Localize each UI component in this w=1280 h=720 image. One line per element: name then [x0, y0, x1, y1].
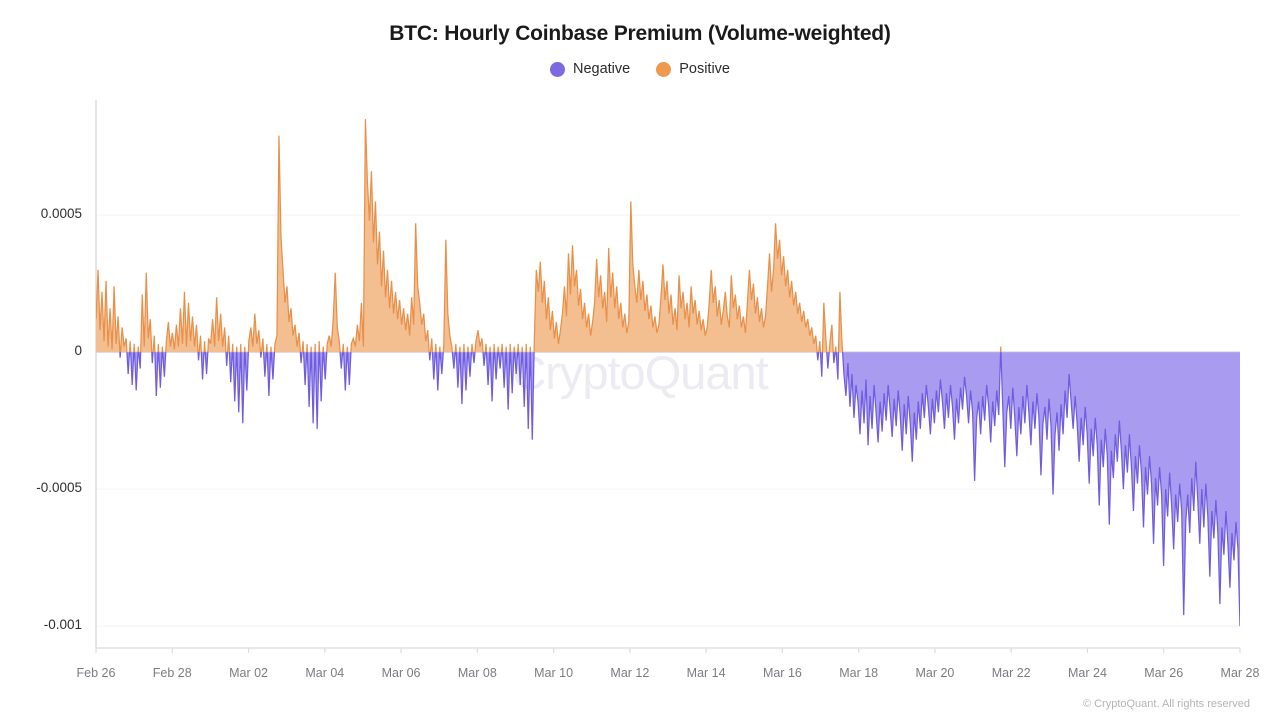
chart-title: BTC: Hourly Coinbase Premium (Volume-wei… — [389, 22, 891, 45]
x-axis-tick-label: Mar 12 — [610, 666, 650, 680]
legend-swatch-positive — [656, 61, 672, 77]
x-axis-tick-label: Mar 24 — [1068, 666, 1107, 680]
watermark: CryptoQuant — [512, 346, 768, 399]
y-axis-tick-label: 0.0005 — [40, 206, 82, 222]
x-axis-tick-label: Mar 26 — [1144, 666, 1184, 680]
legend-swatch-negative — [549, 61, 565, 77]
x-axis-tick-label: Mar 08 — [457, 666, 497, 680]
y-axis-tick-label: -0.001 — [43, 617, 82, 633]
x-axis-tick-label: Mar 16 — [762, 666, 802, 680]
x-axis-tick-label: Mar 04 — [305, 666, 345, 680]
x-axis-tick-label: Mar 18 — [839, 666, 879, 680]
x-axis-tick-label: Mar 22 — [991, 666, 1031, 680]
legend-label-negative: Negative — [572, 61, 631, 77]
x-axis-tick-label: Feb 26 — [76, 666, 116, 680]
legend-label-positive: Positive — [679, 61, 730, 77]
x-axis-tick-label: Mar 02 — [229, 666, 268, 680]
y-axis-tick-label: -0.0005 — [36, 480, 82, 496]
x-axis-tick-label: Mar 06 — [381, 666, 421, 680]
x-axis-tick-label: Mar 14 — [686, 666, 726, 680]
x-axis-tick-label: Mar 28 — [1220, 666, 1260, 680]
footer-credit: © CryptoQuant. All rights reserved — [1082, 698, 1250, 710]
x-axis-tick-label: Mar 20 — [915, 666, 955, 680]
chart-legend: Negative Positive — [0, 61, 1280, 77]
legend-item-negative[interactable]: Negative — [549, 61, 631, 77]
x-axis-tick-label: Feb 28 — [152, 666, 192, 680]
y-axis-tick-label: 0 — [74, 343, 82, 359]
legend-item-positive[interactable]: Positive — [656, 61, 730, 77]
x-axis-tick-label: Mar 10 — [534, 666, 574, 680]
